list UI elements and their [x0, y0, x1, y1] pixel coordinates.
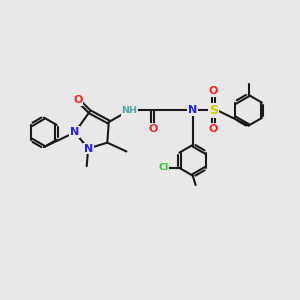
Text: N: N — [83, 143, 93, 154]
Text: O: O — [208, 124, 218, 134]
Text: NH: NH — [122, 106, 137, 115]
Text: N: N — [188, 105, 197, 115]
Text: N: N — [70, 127, 80, 137]
Text: S: S — [209, 104, 218, 117]
Text: O: O — [208, 86, 218, 96]
Text: O: O — [148, 124, 158, 134]
Text: Cl: Cl — [158, 164, 168, 172]
Text: O: O — [73, 95, 83, 105]
